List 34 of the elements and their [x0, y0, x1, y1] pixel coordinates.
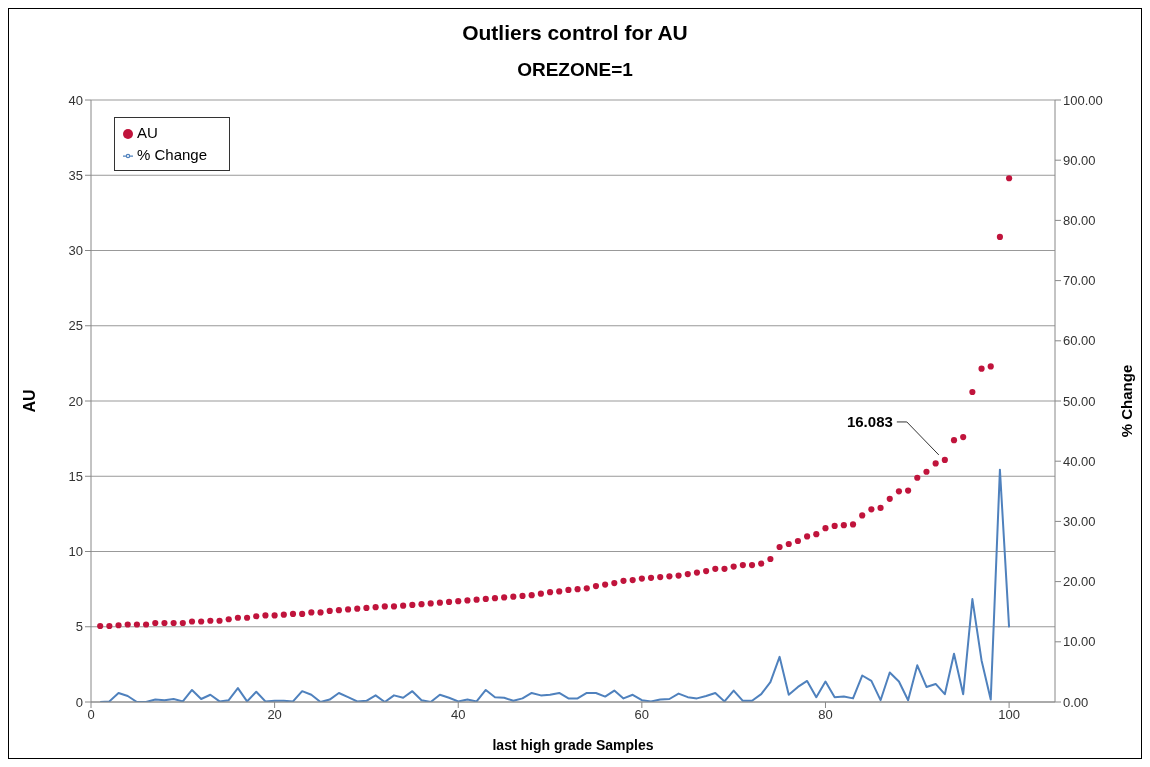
- y2-tick-label: 0.00: [1063, 694, 1089, 710]
- legend-label: AU: [137, 124, 158, 141]
- y2-tick-label: 20.00: [1063, 574, 1096, 590]
- y-tick-label: 25: [68, 318, 83, 334]
- y2-tick-label: 50.00: [1063, 393, 1096, 409]
- y2-tick-label: 80.00: [1063, 213, 1096, 229]
- y-tick-label: 0: [75, 694, 83, 710]
- chart-title: Outliers control for AU: [461, 21, 689, 45]
- x-tick-label: 20: [267, 707, 282, 723]
- y2-axis-title: % Change: [1118, 364, 1136, 438]
- y-tick-label: 10: [68, 544, 83, 560]
- annotation: 16.083: [846, 412, 893, 430]
- y-tick-label: 30: [68, 243, 83, 259]
- x-tick-label: 40: [451, 707, 466, 723]
- y-tick-label: 40: [68, 92, 83, 108]
- y-tick-label: 35: [68, 167, 83, 183]
- chart-subtitle: OREZONE=1: [516, 59, 634, 81]
- y-tick-label: 5: [75, 619, 83, 635]
- y-tick-label: 15: [68, 468, 83, 484]
- y2-tick-label: 100.00: [1063, 92, 1103, 108]
- y2-tick-label: 60.00: [1063, 333, 1096, 349]
- y2-tick-label: 30.00: [1063, 514, 1096, 530]
- y-axis-title: AU: [20, 389, 38, 413]
- x-tick-label: 0: [87, 707, 95, 723]
- x-tick-label: 100: [998, 707, 1020, 723]
- y2-tick-label: 40.00: [1063, 453, 1096, 469]
- y2-tick-label: 90.00: [1063, 152, 1096, 168]
- x-tick-label: 60: [634, 707, 650, 723]
- x-axis-title: last high grade Samples: [492, 737, 654, 753]
- y2-tick-label: 10.00: [1063, 634, 1096, 650]
- x-tick-label: 80: [818, 707, 833, 723]
- legend-label: % Change: [137, 146, 208, 163]
- y2-tick-label: 70.00: [1063, 273, 1096, 289]
- y-tick-label: 20: [68, 393, 83, 409]
